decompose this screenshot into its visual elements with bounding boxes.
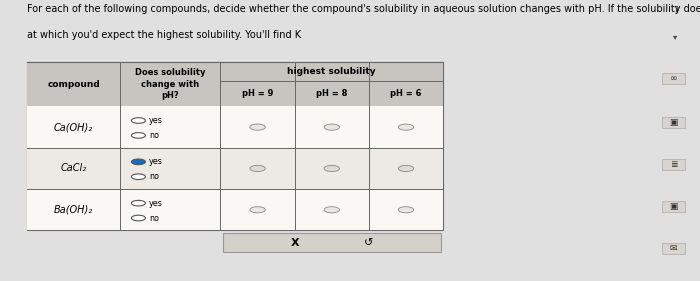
Bar [27,62,443,230]
Text: yes: yes [149,116,163,125]
FancyBboxPatch shape [662,73,685,84]
Circle shape [398,124,414,130]
Text: yes: yes [149,157,163,166]
Text: highest solubility: highest solubility [288,67,376,76]
Circle shape [132,200,146,206]
Circle shape [398,165,414,171]
Text: ✉: ✉ [670,244,677,253]
Text: compound: compound [47,80,100,89]
Bar [27,106,443,148]
Text: ≣: ≣ [670,160,677,169]
Bar [27,62,443,106]
Text: Does solubility
change with
pH?: Does solubility change with pH? [135,68,206,100]
Text: no: no [149,172,159,181]
Text: at which you'd expect the highest solubility. You'll find K: at which you'd expect the highest solubi… [27,30,301,40]
Bar [223,233,441,252]
Text: ↺: ↺ [364,237,374,248]
Text: ∞: ∞ [670,74,677,83]
Circle shape [250,207,265,213]
Circle shape [132,215,146,221]
Text: yes: yes [149,199,163,208]
Text: For each of the following compounds, decide whether the compound's solubility in: For each of the following compounds, dec… [27,4,700,14]
Circle shape [324,207,340,213]
Text: ?: ? [673,6,678,16]
FancyBboxPatch shape [662,159,685,170]
Text: ▾: ▾ [673,32,678,41]
Circle shape [398,207,414,213]
Text: ▣: ▣ [669,202,678,211]
Text: X: X [290,237,299,248]
Circle shape [132,118,146,123]
Circle shape [132,159,146,165]
FancyBboxPatch shape [662,243,685,254]
Bar [27,189,443,230]
Text: Ca(OH)₂: Ca(OH)₂ [54,122,93,132]
Circle shape [324,124,340,130]
FancyBboxPatch shape [662,117,685,128]
Text: no: no [149,214,159,223]
Circle shape [132,133,146,138]
Text: pH = 6: pH = 6 [390,89,421,98]
Circle shape [324,165,340,171]
Text: Ba(OH)₂: Ba(OH)₂ [54,205,93,215]
Circle shape [250,124,265,130]
Text: no: no [149,131,159,140]
Bar [27,148,443,189]
Text: CaCl₂: CaCl₂ [60,164,87,173]
Text: pH = 9: pH = 9 [242,89,273,98]
Text: ▣: ▣ [669,118,678,127]
FancyBboxPatch shape [662,201,685,212]
Text: pH = 8: pH = 8 [316,89,347,98]
Circle shape [250,165,265,171]
Circle shape [132,174,146,180]
